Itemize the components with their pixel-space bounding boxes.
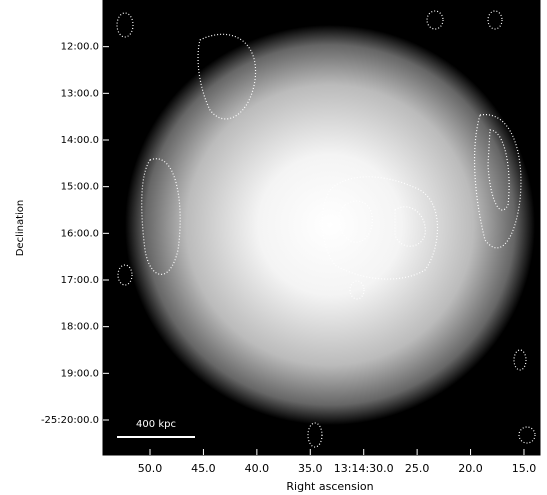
x-tick-label: 45.0	[191, 462, 216, 475]
x-tick-label: 13:14:30.0	[334, 462, 394, 475]
y-tick-label: 17:00.0	[61, 275, 99, 286]
sky-image: 400 kpc	[103, 0, 540, 455]
x-axis-label: Right ascension	[286, 480, 373, 493]
x-tick-label: 25.0	[405, 462, 430, 475]
y-tick-label: 13:00.0	[61, 88, 99, 99]
y-tick-label: 19:00.0	[61, 368, 99, 379]
y-tick-label: 14:00.0	[61, 135, 99, 146]
frame	[102, 0, 541, 456]
x-tick-label: 50.0	[138, 462, 163, 475]
scale-bar-label: 400 kpc	[136, 419, 176, 430]
x-tick-label: 15.0	[512, 462, 537, 475]
y-tick-label: -25:20:00.0	[41, 415, 99, 426]
y-tick-label: 15:00.0	[61, 182, 99, 193]
y-tick-label: 16:00.0	[61, 228, 99, 239]
y-axis-label: Declination	[15, 200, 26, 257]
y-tick-label: 12:00.0	[61, 42, 99, 53]
x-tick-label: 35.0	[298, 462, 323, 475]
x-tick-label: 40.0	[245, 462, 270, 475]
y-tick-label: 18:00.0	[61, 322, 99, 333]
x-tick-label: 20.0	[458, 462, 483, 475]
